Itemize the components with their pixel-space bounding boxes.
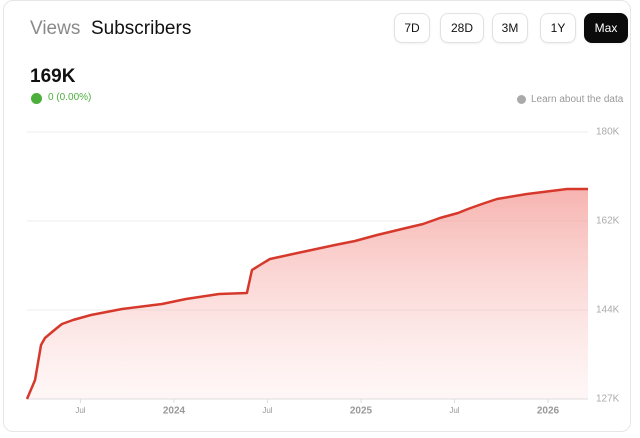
y-tick-label: 144K	[596, 305, 620, 316]
range-button[interactable]: Max	[584, 13, 628, 43]
line	[25, 187, 588, 400]
x-tick-label: 2026	[537, 406, 560, 417]
y-tick-label: 162K	[596, 216, 620, 227]
info-link[interactable]: Learn about the data	[531, 94, 624, 105]
change: 0 (0.00%)	[48, 92, 92, 103]
up-icon	[31, 93, 42, 104]
x-tick-label: Jul	[262, 406, 272, 415]
total: 169K	[30, 66, 76, 87]
subscribers-tab[interactable]: Subscribers	[91, 18, 192, 39]
range-button[interactable]: 1Y	[540, 13, 576, 43]
card: Views Subscribers 7D 28D 3M 1Y Max 169K 0 (0…	[3, 0, 631, 432]
x-tick-label: 2024	[163, 406, 186, 417]
y-tick-label: 180K	[596, 127, 620, 138]
y-tick-label: 127K	[596, 394, 620, 405]
x-tick-label: 2025	[350, 406, 373, 417]
info-icon[interactable]	[517, 95, 526, 104]
views-tab[interactable]: Views	[30, 18, 81, 39]
x-tick-label: Jul	[75, 406, 85, 415]
range-button[interactable]: 7D	[394, 13, 430, 43]
range-button[interactable]: 28D	[440, 13, 484, 43]
x-tick-label: Jul	[449, 406, 459, 415]
range-button[interactable]: 3M	[492, 13, 528, 43]
area	[27, 189, 588, 399]
